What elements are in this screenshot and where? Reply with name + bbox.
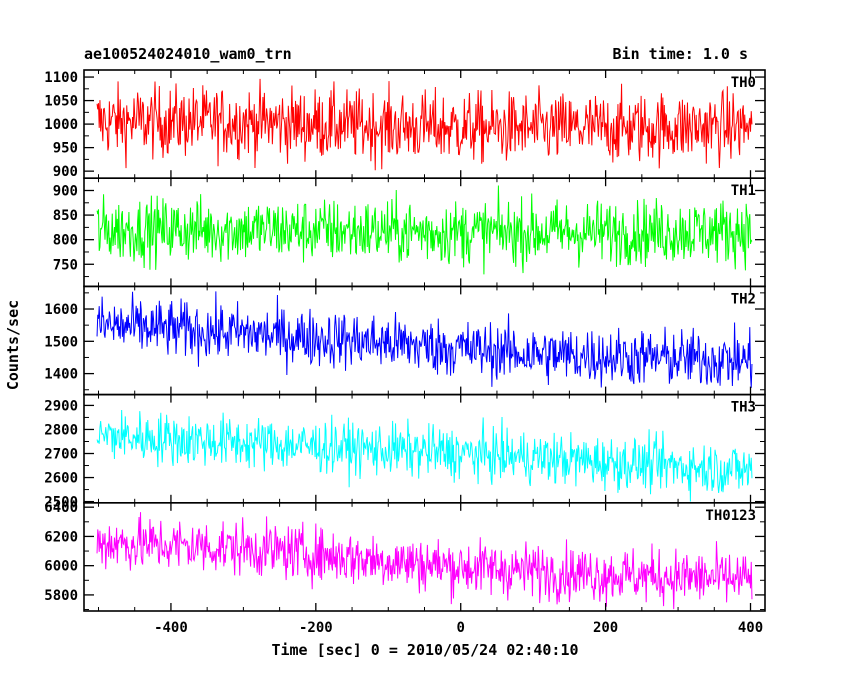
x-tick-label: -200 bbox=[299, 620, 333, 636]
y-tick-label: 750 bbox=[53, 257, 78, 273]
x-axis-label: Time [sec] 0 = 2010/05/24 02:40:10 bbox=[271, 641, 578, 659]
y-tick-label: 6200 bbox=[44, 529, 78, 545]
panel-th1: 750 800 850 900 TH1 bbox=[53, 177, 766, 288]
panel-label: TH1 bbox=[731, 183, 756, 199]
y-tick-label: 1000 bbox=[44, 117, 78, 133]
panel-th2: 1400 1500 1600 TH2 bbox=[44, 285, 766, 396]
y-tick-label: 1050 bbox=[44, 94, 78, 110]
panel-th3: 2500 2600 2700 2800 2900 TH3 bbox=[44, 393, 766, 511]
panel-label: TH2 bbox=[731, 291, 756, 307]
series-line-th0 bbox=[96, 78, 753, 171]
panels-group: 900 950 1000 1050 1100 TH0 750 800 850 900 TH1 1400… bbox=[44, 69, 766, 636]
y-tick-label: 900 bbox=[53, 164, 78, 180]
panel-label: TH0 bbox=[731, 75, 756, 91]
y-tick-label: 1100 bbox=[44, 70, 78, 86]
series-line-th0123 bbox=[96, 512, 753, 610]
y-tick-label: 6400 bbox=[44, 500, 78, 516]
x-tick-label: -400 bbox=[154, 620, 188, 636]
y-tick-label: 800 bbox=[53, 233, 78, 249]
y-tick-label: 2500 bbox=[44, 495, 78, 511]
chart-title: ae100524024010_wam0_trn bbox=[84, 45, 292, 63]
y-tick-label: 6000 bbox=[44, 559, 78, 575]
x-tick-label: 400 bbox=[738, 620, 763, 636]
y-tick-label: 5800 bbox=[44, 588, 78, 604]
y-tick-label: 2700 bbox=[44, 447, 78, 463]
y-tick-label: 900 bbox=[53, 183, 78, 199]
panel-label: TH0123 bbox=[705, 508, 756, 524]
panel-th0: 900 950 1000 1050 1100 TH0 bbox=[44, 69, 766, 180]
series-line-th1 bbox=[96, 185, 753, 275]
y-tick-label: 2900 bbox=[44, 398, 78, 414]
y-tick-label: 2600 bbox=[44, 471, 78, 487]
y-tick-label: 1600 bbox=[44, 302, 78, 318]
x-tick-label: 0 bbox=[457, 620, 465, 636]
y-tick-label: 1500 bbox=[44, 334, 78, 350]
series-line-th2 bbox=[96, 291, 753, 388]
x-tick-label: 200 bbox=[593, 620, 618, 636]
y-tick-label: 1400 bbox=[44, 367, 78, 383]
panel-label: TH3 bbox=[731, 400, 756, 416]
y-tick-label: 850 bbox=[53, 208, 78, 224]
panel-th0123: 5800 6000 6200 6400 TH0123 bbox=[44, 500, 766, 612]
y-tick-label: 2800 bbox=[44, 422, 78, 438]
y-axis-label: Counts/sec bbox=[4, 300, 22, 390]
series-line-th3 bbox=[96, 409, 753, 502]
bin-time-label: Bin time: 1.0 s bbox=[613, 45, 748, 63]
y-tick-label: 950 bbox=[53, 141, 78, 157]
